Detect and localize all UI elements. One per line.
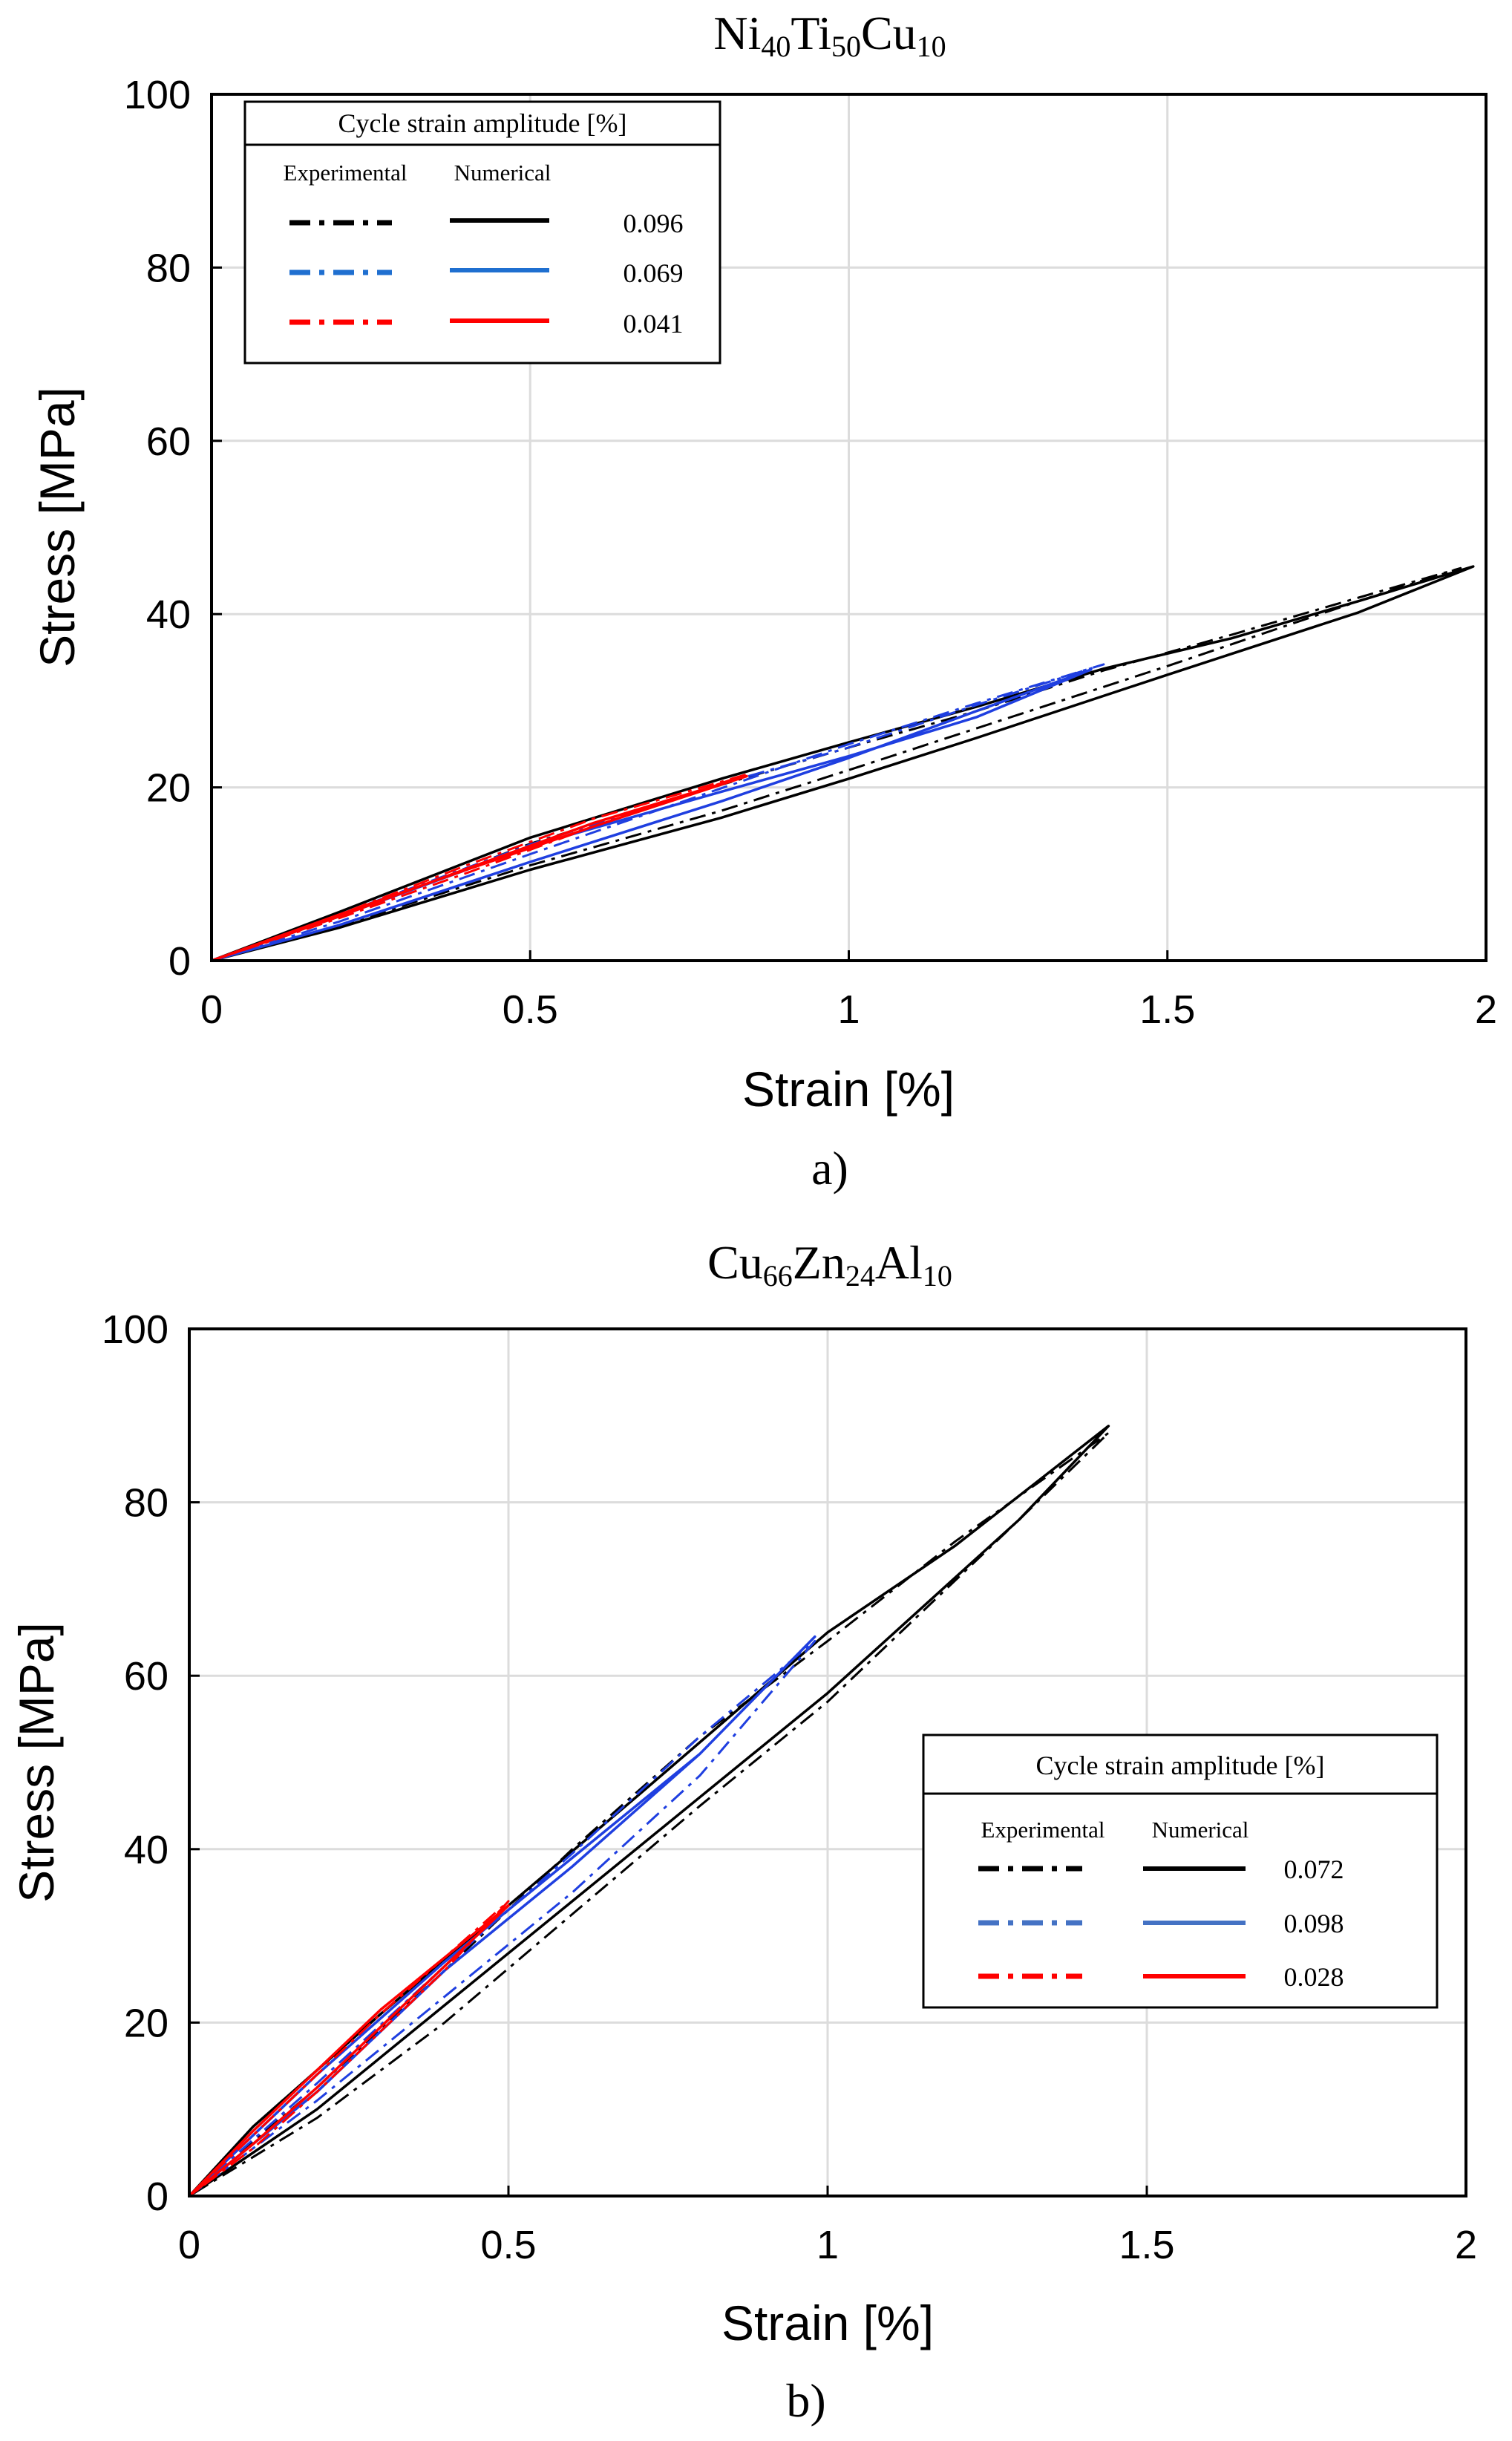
x-tick-label: 1.5 <box>1139 987 1195 1032</box>
title-part: Cu <box>707 1236 763 1289</box>
chart-title: Cu66Zn24Al10 <box>707 1236 952 1293</box>
y-tick-label: 40 <box>124 1828 168 1872</box>
y-tick-label: 80 <box>124 1481 168 1526</box>
title-subscript: 24 <box>845 1259 875 1293</box>
series-line-0-098-numerical <box>188 1635 816 2197</box>
chart-title: Ni40Ti50Cu10 <box>713 7 946 63</box>
x-tick-label: 1 <box>816 2223 839 2267</box>
title-subscript: 66 <box>763 1259 793 1293</box>
legend-col-numerical: Numerical <box>454 160 552 186</box>
y-axis-label: Stress [MPa] <box>30 387 85 667</box>
legend-label-1: 0.069 <box>624 258 684 288</box>
legend-col-numerical: Numerical <box>1152 1817 1249 1843</box>
y-tick-label: 0 <box>168 939 191 984</box>
legend-label-2: 0.041 <box>624 309 684 339</box>
series-line-0-028-experimental <box>188 1900 510 2197</box>
series-line-0-072-experimental <box>189 1431 1110 2197</box>
title-part: Al <box>875 1236 923 1289</box>
title-subscript: 50 <box>831 30 861 63</box>
y-tick-label: 0 <box>146 2174 168 2219</box>
y-axis-label: Stress [MPa] <box>9 1622 64 1903</box>
y-tick-label: 60 <box>124 1654 168 1699</box>
title-subscript: 10 <box>923 1259 952 1293</box>
panel-caption: b) <box>786 2374 825 2427</box>
title-part: Ti <box>791 7 831 59</box>
legend-label-0: 0.096 <box>624 209 684 238</box>
y-tick-label: 80 <box>146 246 191 290</box>
legend-title: Cycle strain amplitude [%] <box>338 108 627 138</box>
y-tick-label: 60 <box>146 419 191 464</box>
legend: Cycle strain amplitude [%] Experimental … <box>243 100 721 365</box>
x-tick-label: 0 <box>200 987 223 1032</box>
series-line-0-028-numerical <box>188 1904 510 2197</box>
series-group <box>188 1425 1110 2197</box>
y-tick-label: 20 <box>124 2001 168 2045</box>
x-axis-label: Strain [%] <box>721 2295 934 2350</box>
y-tick-label: 100 <box>102 1307 168 1352</box>
series-line-0-072-numerical <box>188 1425 1110 2197</box>
panel-caption: a) <box>811 1142 848 1195</box>
x-tick-label: 0.5 <box>503 987 558 1032</box>
legend-label-1: 0.098 <box>1284 1909 1344 1938</box>
legend: Cycle strain amplitude [%] Experimental … <box>922 1733 1439 2009</box>
legend-label-0: 0.072 <box>1284 1855 1344 1884</box>
x-tick-label: 2 <box>1475 987 1497 1032</box>
title-subscript: 10 <box>917 30 946 63</box>
series-line-0-041-experimental <box>211 773 748 962</box>
series-group <box>211 565 1475 962</box>
title-subscript: 40 <box>761 30 791 63</box>
x-tick-label: 2 <box>1455 2223 1477 2267</box>
title-part: Cu <box>861 7 917 59</box>
x-axis-label: Strain [%] <box>742 1062 955 1117</box>
x-tick-label: 1.5 <box>1119 2223 1174 2267</box>
x-tick-label: 0.5 <box>480 2223 536 2267</box>
series-line-0-096-numerical <box>211 565 1475 962</box>
y-tick-label: 20 <box>146 766 191 811</box>
series-line-0-098-experimental <box>189 1640 816 2197</box>
series-line-0-041-numerical <box>211 774 748 962</box>
legend-label-2: 0.028 <box>1284 1962 1344 1992</box>
x-tick-label: 1 <box>837 987 860 1032</box>
legend-title: Cycle strain amplitude [%] <box>1036 1751 1325 1780</box>
title-part: Ni <box>713 7 761 59</box>
title-part: Zn <box>793 1236 845 1289</box>
x-tick-label: 0 <box>178 2223 200 2267</box>
legend-col-experimental: Experimental <box>981 1817 1105 1843</box>
legend-col-experimental: Experimental <box>284 160 408 186</box>
y-tick-label: 100 <box>124 73 191 117</box>
y-tick-label: 40 <box>146 592 191 637</box>
